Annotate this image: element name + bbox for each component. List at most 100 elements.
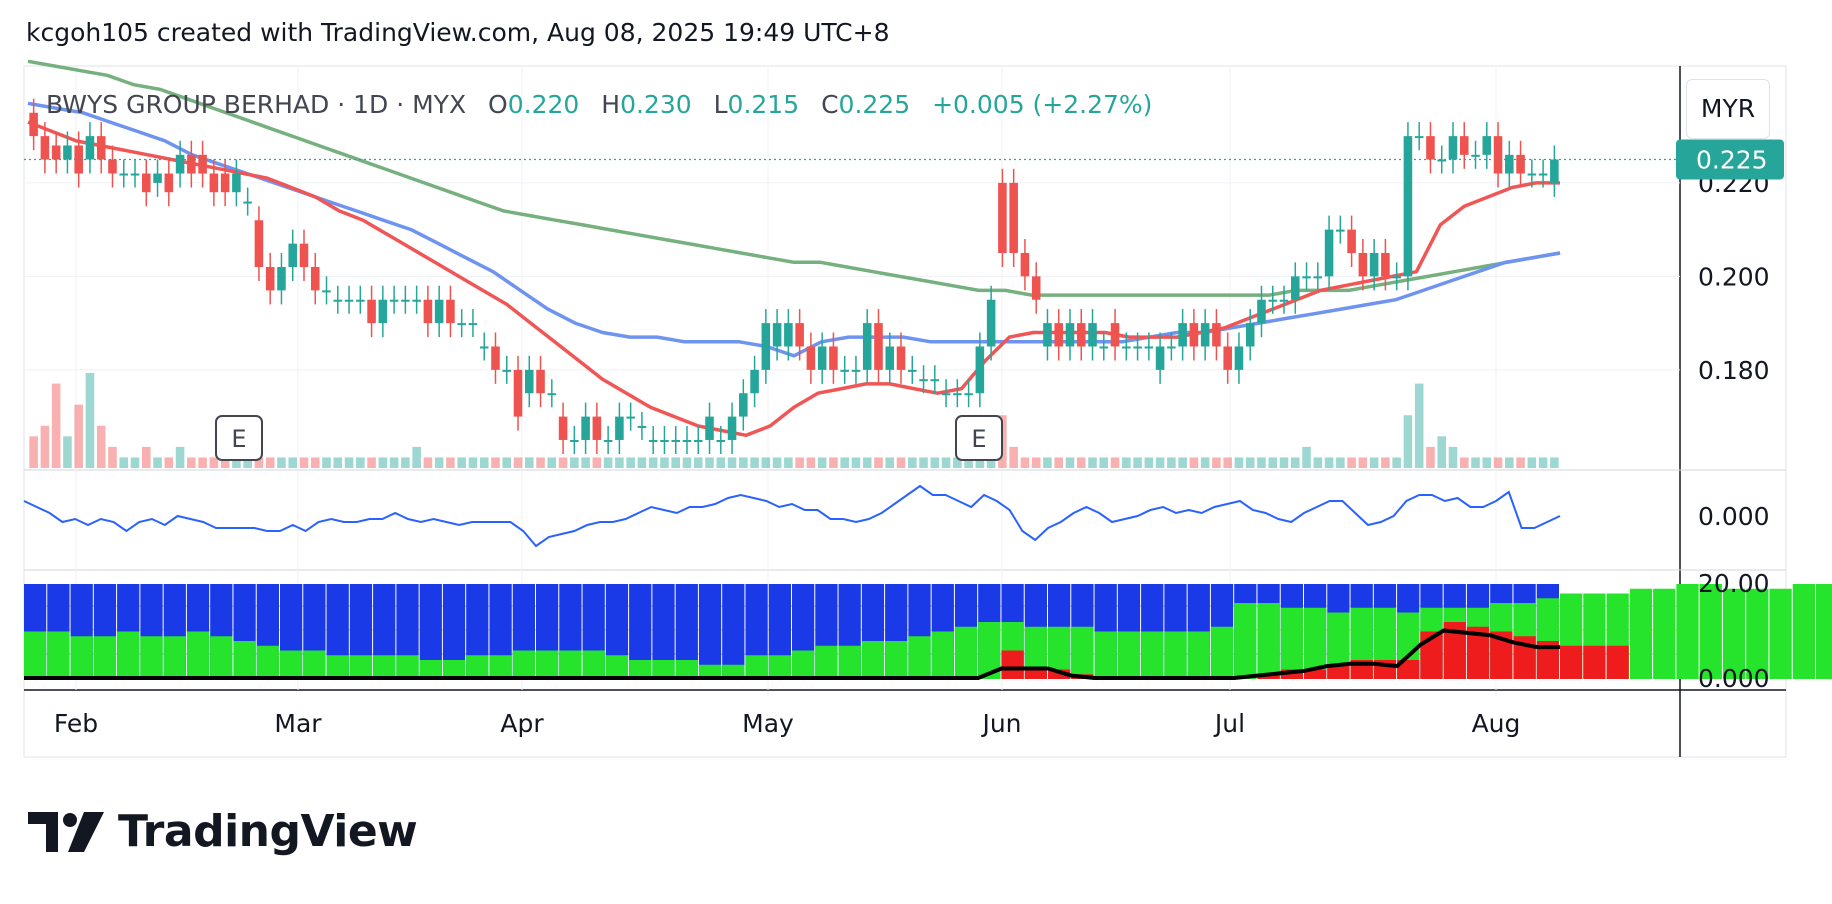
indicator-bar-green bbox=[442, 660, 466, 679]
candle-body bbox=[401, 299, 410, 302]
volume-bar bbox=[626, 457, 635, 468]
indicator-bar-green bbox=[536, 650, 559, 679]
volume-bar bbox=[693, 457, 703, 468]
volume-bar bbox=[1538, 457, 1548, 468]
volume-bar bbox=[1223, 457, 1232, 468]
candle-body bbox=[1122, 346, 1131, 349]
volume-bar bbox=[1212, 457, 1221, 468]
candle-body bbox=[1426, 136, 1435, 160]
earnings-marker-label: E bbox=[231, 425, 246, 453]
candle-body bbox=[220, 173, 230, 193]
indicator-bar-green bbox=[1816, 584, 1832, 679]
candle-body bbox=[896, 346, 906, 370]
candle-body bbox=[389, 299, 399, 302]
indicator-bar-green bbox=[1048, 626, 1071, 679]
volume-bar bbox=[761, 457, 771, 468]
volume-bar bbox=[164, 457, 174, 468]
candle-body bbox=[829, 346, 838, 370]
volume-bar bbox=[907, 457, 917, 468]
indicator-bar-green bbox=[1094, 631, 1117, 679]
time-axis-label: Jun bbox=[980, 709, 1021, 738]
time-axis-label: May bbox=[742, 709, 794, 738]
volume-bar bbox=[74, 404, 83, 468]
volume-bar bbox=[1020, 457, 1030, 468]
volume-bar bbox=[434, 457, 444, 468]
candle-body bbox=[164, 173, 174, 193]
indicator-bar-green bbox=[303, 650, 326, 679]
volume-bar bbox=[243, 457, 252, 468]
volume-bar bbox=[671, 457, 681, 468]
volume-bar bbox=[1099, 457, 1109, 468]
indicator-bar-green bbox=[722, 664, 745, 679]
tradingview-logo-text: TradingView bbox=[118, 806, 418, 857]
candle-body bbox=[919, 379, 928, 382]
volume-bar bbox=[153, 457, 162, 468]
candle-body bbox=[750, 369, 759, 394]
indicator-bar-red bbox=[1304, 669, 1327, 679]
volume-bar bbox=[457, 457, 466, 468]
candle-body bbox=[581, 416, 590, 440]
candle-body bbox=[806, 346, 816, 370]
volume-bar bbox=[367, 457, 376, 468]
indicator-bar-green bbox=[1210, 626, 1234, 679]
candle-body bbox=[1471, 154, 1480, 157]
candle-body bbox=[29, 112, 38, 137]
indicator-bar-red bbox=[1001, 650, 1024, 679]
volume-bar bbox=[727, 457, 737, 468]
indicator-bar-green bbox=[1071, 626, 1094, 679]
candle-body bbox=[862, 323, 872, 370]
candle-body bbox=[457, 323, 466, 326]
volume-bar bbox=[446, 457, 455, 468]
legend-close-label: C bbox=[821, 90, 839, 119]
indicator-signal-line bbox=[24, 628, 1560, 680]
candle-body bbox=[265, 267, 275, 291]
legend-low-value: 0.215 bbox=[727, 90, 800, 119]
volume-bar bbox=[750, 457, 759, 468]
indicator-bar-green bbox=[373, 655, 396, 679]
candle-body bbox=[243, 201, 252, 204]
candle-body bbox=[558, 416, 568, 440]
candle-body bbox=[74, 145, 83, 174]
volume-bar bbox=[817, 457, 827, 468]
candle-body bbox=[1076, 323, 1086, 347]
candle-body bbox=[975, 346, 985, 394]
candle-body bbox=[153, 173, 162, 183]
volume-bar bbox=[885, 457, 895, 468]
indicator-bar-green bbox=[1653, 588, 1676, 679]
candle-body bbox=[592, 416, 602, 440]
volume-bar bbox=[874, 457, 883, 468]
candle-body bbox=[1178, 323, 1187, 347]
legend-symbol[interactable]: BWYS GROUP BERHAD · 1D · MYX bbox=[46, 90, 467, 119]
ma-slow-line bbox=[27, 59, 1561, 297]
candle-body bbox=[356, 299, 365, 302]
candle-body bbox=[1550, 159, 1559, 183]
tradingview-logo-icon bbox=[28, 811, 104, 852]
candle-body bbox=[739, 393, 748, 417]
volume-bar bbox=[85, 373, 95, 468]
volume-bar bbox=[220, 457, 230, 468]
indicator-bar-red bbox=[1024, 669, 1047, 679]
candle-body bbox=[85, 136, 95, 160]
candle-body bbox=[1031, 276, 1041, 300]
volume-bar bbox=[1110, 457, 1120, 468]
tradingview-logo[interactable]: TradingView bbox=[28, 806, 418, 857]
indicator-bar-green bbox=[396, 655, 419, 679]
candle-body bbox=[232, 173, 241, 193]
indicator-bar-green bbox=[675, 660, 698, 679]
currency-button[interactable]: MYR bbox=[1686, 79, 1770, 139]
volume-bar bbox=[1043, 457, 1052, 468]
indicator-bar-green bbox=[349, 655, 373, 679]
volume-bar bbox=[964, 457, 973, 468]
volume-bar bbox=[1516, 457, 1525, 468]
volume-bar bbox=[310, 457, 320, 468]
volume-bar bbox=[660, 457, 669, 468]
volume-bar bbox=[378, 457, 388, 468]
candle-body bbox=[1403, 136, 1413, 277]
time-axis-label: Jul bbox=[1213, 709, 1245, 738]
indicator-bar-green bbox=[978, 622, 1001, 679]
volume-bar bbox=[389, 457, 399, 468]
indicator-bar-green bbox=[117, 631, 140, 679]
volume-bar bbox=[1369, 457, 1379, 468]
candle-body bbox=[885, 346, 895, 370]
